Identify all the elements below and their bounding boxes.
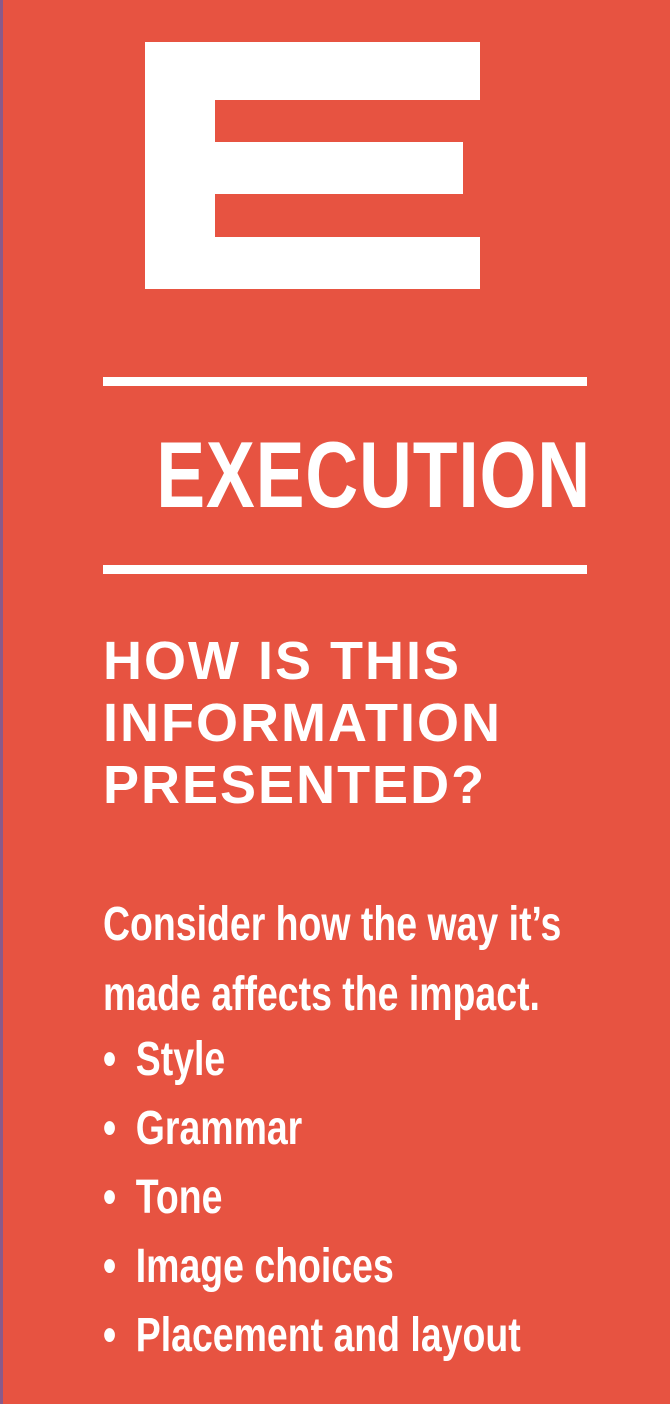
list-item-label: Tone	[135, 1171, 223, 1224]
intro-line: Consider how the way it’s	[103, 898, 562, 951]
intro-line: made affects the impact.	[103, 968, 540, 1021]
letter-e-middle-arm	[145, 142, 463, 194]
question-line: HOW IS THIS	[103, 631, 461, 691]
bullet-dot: •	[103, 1171, 117, 1224]
question-heading: HOW IS THIS INFORMATION PRESENTED?	[103, 630, 623, 816]
list-item-label: Placement and layout	[135, 1309, 521, 1362]
bullet-dot: •	[103, 1102, 117, 1155]
section-title: EXECUTION	[156, 422, 592, 527]
list-item: • Placement and layout	[103, 1301, 649, 1370]
letter-e-bottom-arm	[145, 237, 480, 289]
divider-bottom	[103, 565, 587, 574]
question-line: INFORMATION	[103, 693, 502, 753]
letter-e-top-arm	[145, 42, 480, 100]
question-line: PRESENTED?	[103, 755, 487, 815]
divider-top	[103, 377, 587, 386]
list-item: • Tone	[103, 1163, 649, 1232]
bullet-dot: •	[103, 1240, 117, 1293]
bullet-dot: •	[103, 1309, 117, 1362]
list-item-label: Grammar	[135, 1102, 303, 1155]
list-item: • Style	[103, 1025, 649, 1094]
bullet-dot: •	[103, 1033, 117, 1086]
list-item: • Grammar	[103, 1094, 649, 1163]
list-item-label: Style	[135, 1033, 226, 1086]
list-item-label: Image choices	[135, 1240, 394, 1293]
list-item: • Image choices	[103, 1232, 649, 1301]
bullet-list: • Style • Grammar • Tone • Image choices • Pl…	[103, 1025, 649, 1370]
intro-text: Consider how the way it’s made affects t…	[103, 890, 649, 1030]
letter-e-graphic	[145, 42, 480, 289]
